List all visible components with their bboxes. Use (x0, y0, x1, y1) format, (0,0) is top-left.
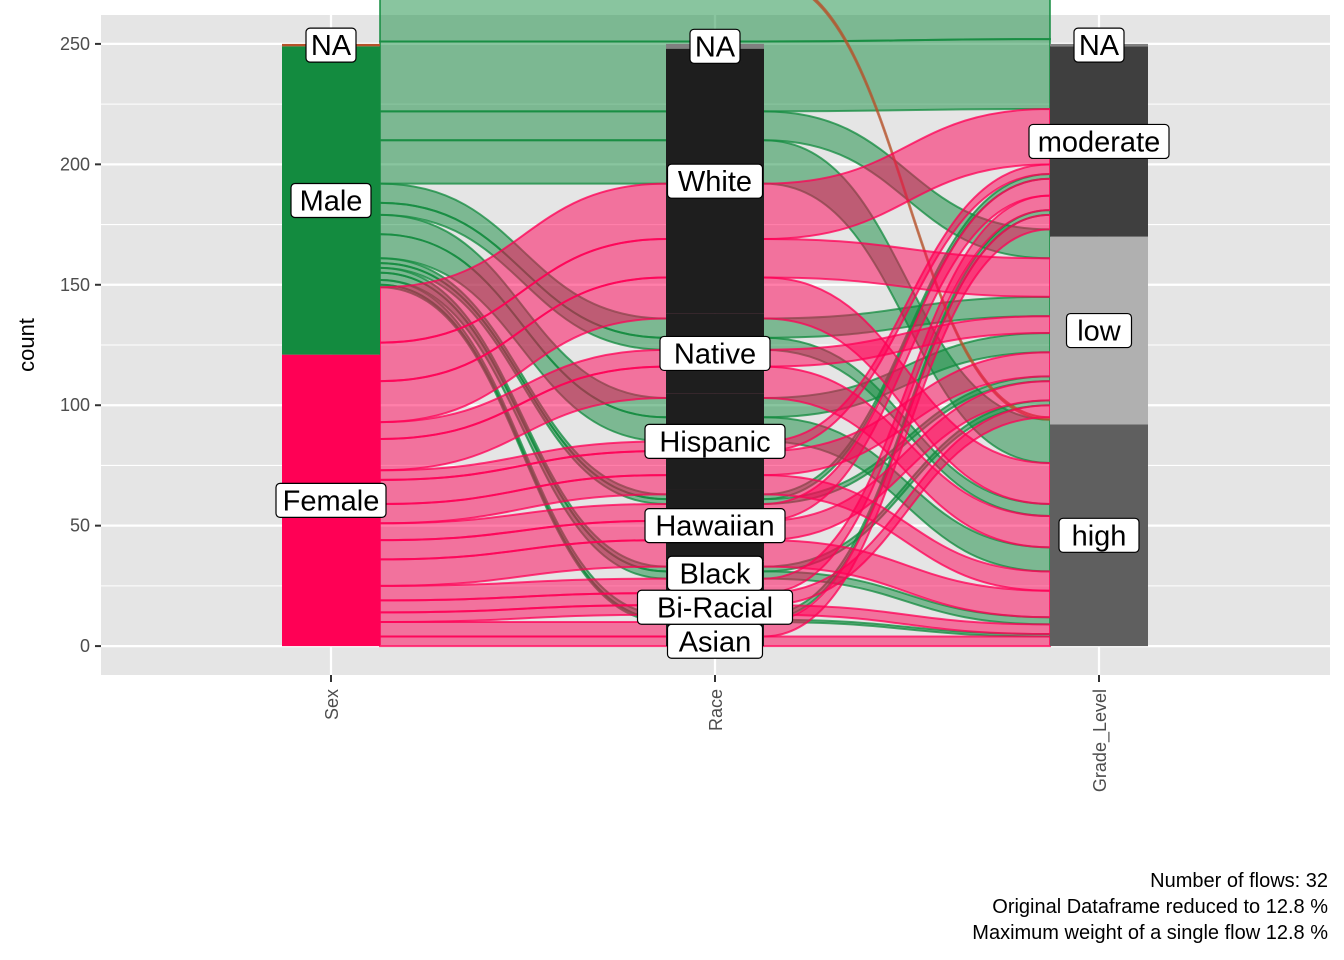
stratum-label-race-native: Native (659, 335, 771, 372)
stratum-label-grade-level-high: high (1058, 517, 1140, 553)
stratum-label-text: Hawaiian (655, 511, 774, 543)
y-tick-label-50: 50 (70, 516, 90, 536)
stratum-label-text: Hispanic (659, 426, 770, 458)
stratum-label-box (666, 163, 764, 199)
x-tick-label-sex: Sex (322, 689, 342, 720)
stratum-label-race-na: NA (689, 28, 741, 64)
flows-layer (379, 0, 1051, 648)
stratum-label-box (644, 508, 786, 544)
y-tick-label-0: 0 (80, 636, 90, 656)
y-axis-title: count (14, 318, 39, 372)
stratum-label-text: NA (695, 31, 736, 63)
stratum-label-text: low (1077, 316, 1122, 348)
y-tick-label-250: 250 (60, 34, 90, 54)
x-tick-label-grade-level: Grade_Level (1090, 689, 1111, 792)
stratum-label-sex-female: Female (275, 482, 387, 518)
y-tick-label-150: 150 (60, 275, 90, 295)
stratum-label-box (689, 28, 741, 64)
stratum-label-box (275, 482, 387, 518)
caption-max-weight: Maximum weight of a single flow 12.8 % (972, 922, 1328, 944)
stratum-label-box (644, 423, 786, 459)
stratum-label-text: Black (680, 558, 751, 590)
stratum-label-box (1065, 312, 1133, 349)
stratum-label-box (1058, 517, 1140, 553)
stratum-label-grade-level-moderate: moderate (1028, 123, 1170, 160)
stratum-label-race-black: Black (666, 555, 764, 591)
stratum-label-box (305, 27, 357, 63)
stratum-label-box (666, 555, 764, 591)
stratum-label-text: moderate (1038, 126, 1161, 158)
stratum-label-text: Native (674, 338, 756, 370)
y-tick-label-200: 200 (60, 154, 90, 174)
axes-layer: 0 50 100 150 200 250 Sex Race Grade_Level (60, 34, 1111, 792)
stratum-label-text: high (1072, 520, 1127, 552)
stratum-label-text: NA (311, 30, 352, 62)
stratum-label-box (1028, 123, 1170, 160)
stratum-label-text: White (678, 166, 752, 198)
caption-reduced: Original Dataframe reduced to 12.8 % (992, 896, 1328, 918)
stratum-label-race-hispanic: Hispanic (644, 423, 786, 459)
stratum-label-text: Asian (679, 626, 752, 658)
stratum-label-race-white: White (666, 163, 764, 199)
stratum-label-race-asian: Asian (666, 623, 764, 659)
stratum-label-race-hawaiian: Hawaiian (644, 508, 786, 544)
stratum-label-grade-level-na: NA (1073, 27, 1125, 63)
caption-flows: Number of flows: 32 (1150, 870, 1328, 892)
stratum-label-text: Bi-Racial (657, 592, 773, 624)
stratum-label-box (290, 182, 372, 219)
stratum-label-text: Male (300, 185, 363, 217)
stratum-label-box (1073, 27, 1125, 63)
x-tick-label-race: Race (706, 689, 726, 731)
y-tick-label-100: 100 (60, 395, 90, 415)
chart-caption: Number of flows: 32 Original Dataframe r… (972, 868, 1328, 946)
stratum-label-grade-level-low: low (1065, 312, 1133, 349)
stratum-label-box (659, 335, 771, 372)
stratum-label-sex-na: NA (305, 27, 357, 63)
stratum-label-text: Female (283, 485, 380, 517)
stratum-label-race-bi-racial: Bi-Racial (636, 589, 794, 625)
stratum-label-sex-male: Male (290, 182, 372, 219)
stratum-label-text: NA (1079, 30, 1120, 62)
